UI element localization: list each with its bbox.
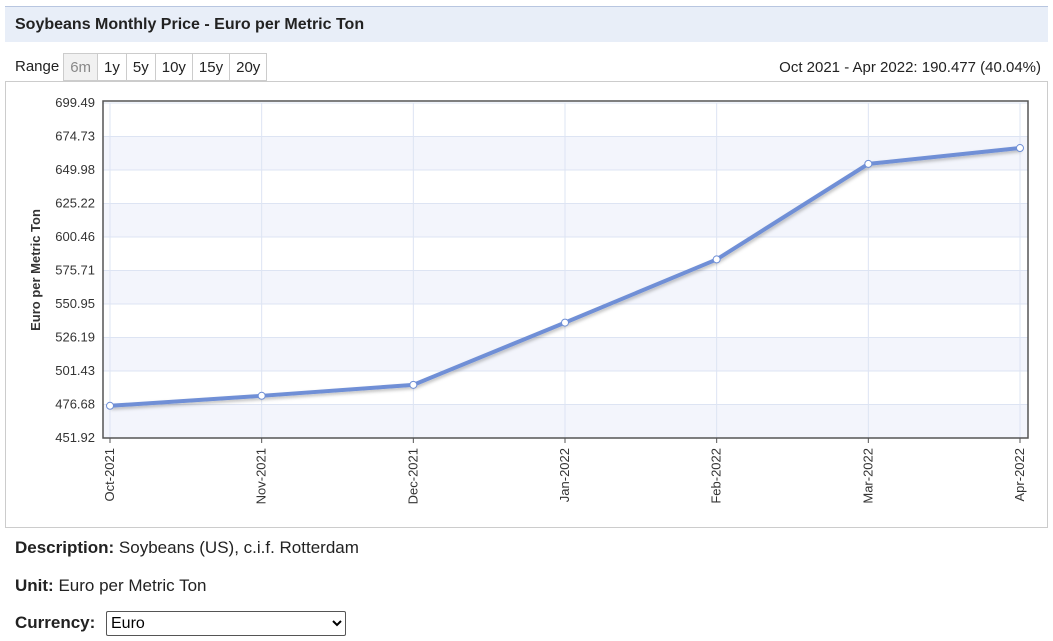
data-point — [864, 159, 873, 168]
currency-row: Currency: — [15, 613, 95, 633]
y-tick-label: 674.73 — [55, 129, 95, 144]
y-tick-label: 625.22 — [55, 195, 95, 210]
x-tick-label: Feb-2022 — [709, 448, 724, 504]
range-row: Range 6m 1y 5y 10y 15y 20y — [15, 53, 268, 81]
description-row: Description: Soybeans (US), c.i.f. Rotte… — [15, 538, 359, 558]
x-tick-label: Apr-2022 — [1012, 448, 1027, 501]
page-title: Soybeans Monthly Price - Euro per Metric… — [15, 16, 365, 33]
unit-text: Euro per Metric Ton — [58, 576, 207, 595]
y-tick-label: 600.46 — [55, 229, 95, 244]
y-tick-label: 575.71 — [55, 262, 95, 277]
range-label: Range — [15, 58, 60, 75]
y-tick-label: 476.68 — [55, 396, 95, 411]
x-tick-label: Dec-2021 — [405, 448, 420, 504]
y-tick-label: 501.43 — [55, 363, 95, 378]
data-point — [409, 380, 418, 389]
range-summary: Oct 2021 - Apr 2022: 190.477 (40.04%) — [779, 59, 1041, 76]
description-label: Description: — [15, 538, 115, 557]
range-button[interactable]: 1y — [97, 53, 127, 81]
range-button[interactable]: 15y — [191, 53, 231, 81]
range-button[interactable]: 10y — [154, 53, 193, 81]
unit-row: Unit: Euro per Metric Ton — [15, 576, 206, 596]
unit-label: Unit: — [15, 576, 54, 595]
data-point — [257, 391, 266, 400]
y-tick-label: 451.92 — [55, 430, 95, 445]
x-tick-label: Oct-2021 — [102, 448, 117, 501]
data-point — [561, 318, 569, 327]
currency-select[interactable]: Euro — [106, 611, 346, 636]
chart-frame — [5, 81, 1048, 528]
range-button[interactable]: 5y — [125, 53, 156, 81]
y-tick-label: 550.95 — [55, 296, 95, 311]
range-button[interactable]: 20y — [229, 53, 268, 81]
currency-label: Currency: — [15, 613, 96, 632]
x-tick-label: Jan-2022 — [557, 448, 572, 502]
y-tick-label: 526.19 — [55, 330, 95, 345]
y-tick-label: 649.98 — [55, 162, 95, 177]
description-text: Soybeans (US), c.i.f. Rotterdam — [118, 538, 359, 557]
data-point — [106, 401, 114, 410]
data-point — [1016, 144, 1024, 153]
plot-border — [102, 100, 1029, 439]
x-tick-label: Nov-2021 — [254, 448, 269, 504]
header-bar: Soybeans Monthly Price - Euro per Metric… — [5, 6, 1048, 42]
data-point — [712, 255, 721, 264]
y-tick-label: 699.49 — [55, 95, 95, 110]
y-axis-label: Euro per Metric Ton — [28, 209, 43, 331]
x-tick-label: Mar-2022 — [860, 448, 875, 504]
